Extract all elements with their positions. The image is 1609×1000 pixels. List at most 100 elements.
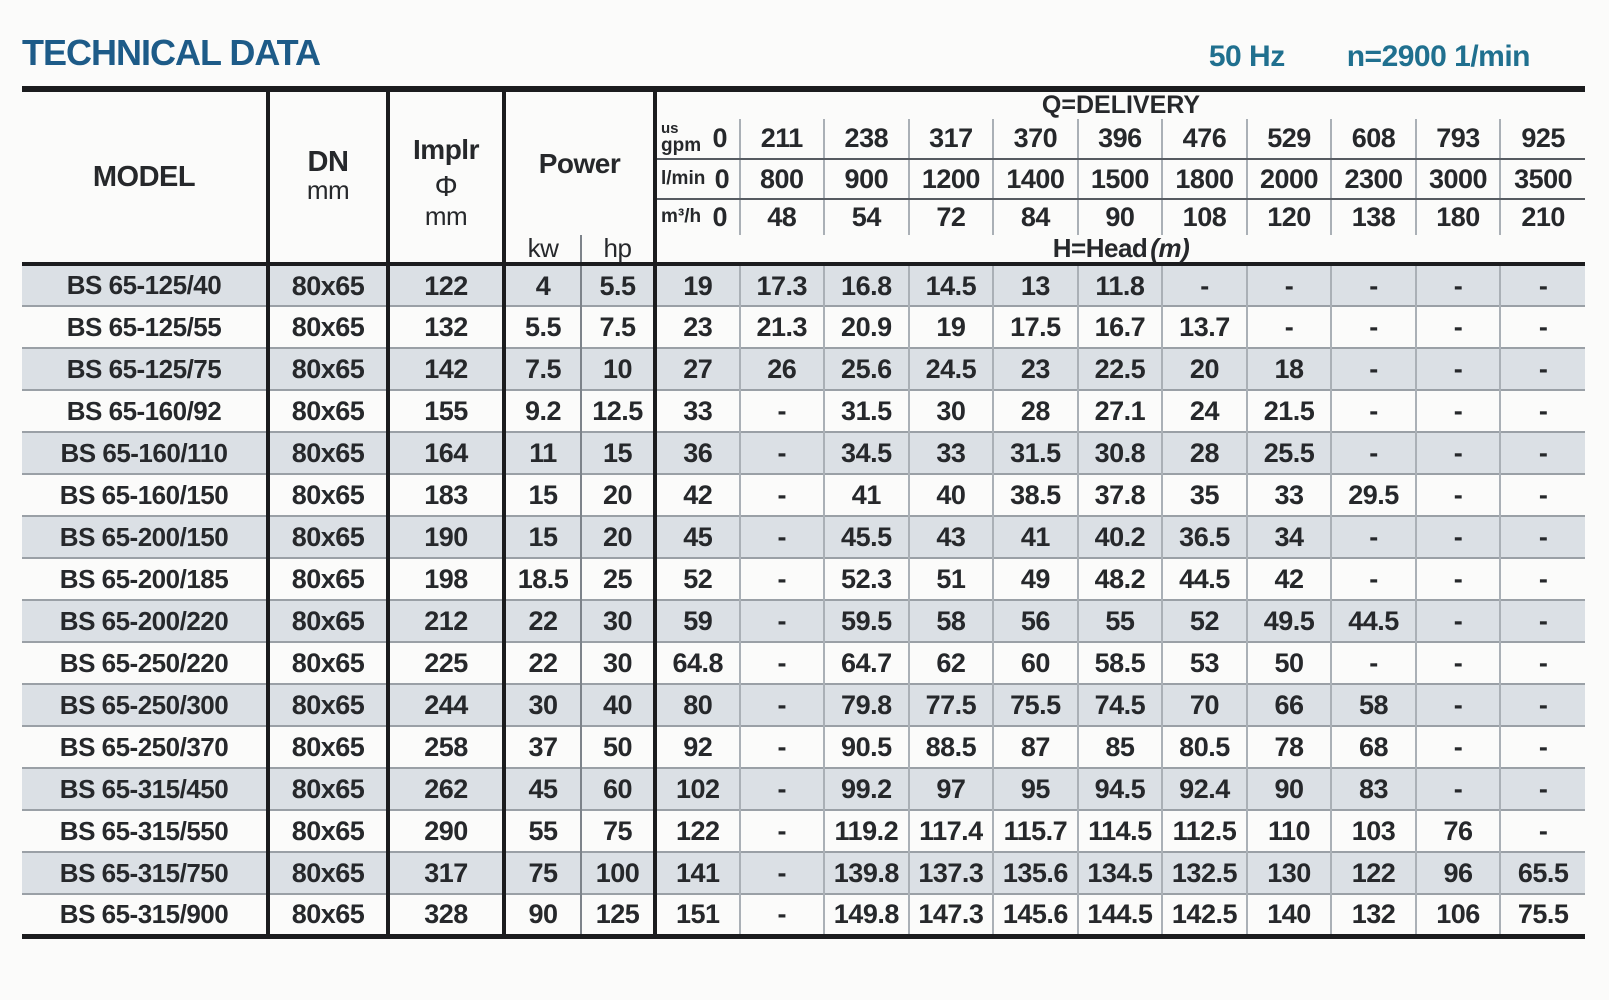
head-value-cell: - bbox=[738, 389, 825, 433]
head-value-cell: - bbox=[738, 851, 825, 895]
delivery-col-header: 84 bbox=[992, 199, 1078, 235]
delivery-col-header: 54 bbox=[823, 199, 909, 235]
head-value-cell: 11.8 bbox=[1076, 263, 1163, 307]
head-value-cell: 87 bbox=[992, 725, 1078, 769]
impeller-diameter-cell: 225 bbox=[386, 641, 504, 685]
head-value-cell: - bbox=[1499, 809, 1585, 853]
head-value-cell: 79.8 bbox=[823, 683, 909, 727]
head-value-cell: 41 bbox=[992, 515, 1078, 559]
delivery-title: Q=DELIVERY bbox=[653, 89, 1585, 119]
power-kw-cell: 37 bbox=[502, 725, 581, 769]
head-value-cell: 19 bbox=[907, 305, 994, 349]
head-value-cell: - bbox=[1330, 431, 1416, 475]
head-value-cell: - bbox=[1499, 767, 1585, 811]
delivery-col-header: 476 bbox=[1161, 119, 1247, 160]
head-value-cell: - bbox=[738, 809, 825, 853]
head-value-cell: 83 bbox=[1330, 767, 1416, 811]
dn-cell: 80x65 bbox=[266, 683, 388, 727]
head-value-cell: - bbox=[738, 557, 825, 601]
impeller-diameter-cell: 142 bbox=[386, 347, 504, 391]
power-hp-cell: 30 bbox=[580, 599, 655, 643]
head-value-cell: 52 bbox=[1161, 599, 1247, 643]
power-kw-cell: 9.2 bbox=[502, 389, 581, 433]
head-value-cell: 130 bbox=[1245, 851, 1332, 895]
dn-label: DN bbox=[307, 145, 349, 178]
head-value-cell: 58 bbox=[907, 599, 994, 643]
delivery-unit-cell: us gpm 0 bbox=[653, 119, 740, 160]
impeller-diameter-cell: 183 bbox=[386, 473, 504, 517]
head-value-cell: 29.5 bbox=[1330, 473, 1416, 517]
head-value-cell: - bbox=[738, 893, 825, 937]
head-value-cell: 13 bbox=[992, 263, 1078, 307]
head-value-cell: - bbox=[1414, 725, 1501, 769]
impeller-column-header: Implr Φ mm bbox=[386, 89, 504, 267]
head-value-cell: 26 bbox=[738, 347, 825, 391]
page-title: TECHNICAL DATA bbox=[22, 32, 321, 73]
delivery-col-header: 317 bbox=[907, 119, 994, 160]
datasheet-page: TECHNICAL DATA 50 Hz n=2900 1/min MODEL … bbox=[22, 32, 1585, 939]
delivery-unit-row-gpm: us gpm 0 211 238 317 370 396 476 529 608 793 925 bbox=[22, 119, 1585, 160]
power-kw-cell: 4 bbox=[502, 263, 581, 307]
head-value-cell: 43 bbox=[907, 515, 994, 559]
head-value-cell: 38.5 bbox=[992, 473, 1078, 517]
model-cell: BS 65-125/40 bbox=[22, 263, 268, 307]
impeller-diameter-cell: 212 bbox=[386, 599, 504, 643]
head-value-cell: 142.5 bbox=[1161, 893, 1247, 937]
power-hp-cell: 40 bbox=[580, 683, 655, 727]
power-kw-cell: 7.5 bbox=[502, 347, 581, 391]
head-value-cell: - bbox=[1330, 263, 1416, 307]
technical-data-table: MODEL DN mm Implr Φ mm bbox=[22, 86, 1585, 939]
head-value-cell: 90 bbox=[1245, 767, 1332, 811]
head-value-cell: 132.5 bbox=[1161, 851, 1247, 895]
power-kw-cell: 5.5 bbox=[502, 305, 581, 349]
delivery-unit-row-lmin: l/min 0 800 900 1200 1400 1500 1800 2000 2300 30… bbox=[22, 159, 1585, 200]
delivery-col-header: 3000 bbox=[1414, 159, 1501, 200]
head-value-cell: 58.5 bbox=[1076, 641, 1163, 685]
head-value-cell: 19 bbox=[653, 263, 740, 307]
head-value-cell: 80.5 bbox=[1161, 725, 1247, 769]
head-value-cell: - bbox=[1414, 347, 1501, 391]
table-row: BS 65-200/150 80x65 190 15 20 45-45.5 43 41 40.2… bbox=[22, 515, 1585, 559]
head-value-cell: - bbox=[1330, 557, 1416, 601]
model-cell: BS 65-160/150 bbox=[22, 473, 268, 517]
power-hp-cell: 15 bbox=[580, 431, 655, 475]
delivery-unit-cell: l/min 0 bbox=[653, 159, 740, 200]
head-value-cell: 49 bbox=[992, 557, 1078, 601]
head-value-cell: - bbox=[1414, 473, 1501, 517]
dn-cell: 80x65 bbox=[266, 263, 388, 307]
power-hp-cell: 5.5 bbox=[580, 263, 655, 307]
head-value-cell: 134.5 bbox=[1076, 851, 1163, 895]
head-value-cell: 102 bbox=[653, 767, 740, 811]
head-value-cell: 45 bbox=[653, 515, 740, 559]
head-value-cell: 25.5 bbox=[1245, 431, 1332, 475]
head-value-cell: 115.7 bbox=[992, 809, 1078, 853]
head-value-cell: 95 bbox=[992, 767, 1078, 811]
head-value-cell: - bbox=[738, 725, 825, 769]
impeller-diameter-cell: 198 bbox=[386, 557, 504, 601]
power-kw-cell: 90 bbox=[502, 893, 581, 937]
head-value-cell: 110 bbox=[1245, 809, 1332, 853]
head-value-cell: - bbox=[1499, 683, 1585, 727]
power-kw-cell: 15 bbox=[502, 473, 581, 517]
head-value-cell: 75.5 bbox=[992, 683, 1078, 727]
head-value-cell: - bbox=[1414, 641, 1501, 685]
head-value-cell: - bbox=[1414, 557, 1501, 601]
head-value-cell: 149.8 bbox=[823, 893, 909, 937]
head-value-cell: 24 bbox=[1161, 389, 1247, 433]
head-value-cell: 147.3 bbox=[907, 893, 994, 937]
dn-cell: 80x65 bbox=[266, 641, 388, 685]
head-unit: (m) bbox=[1150, 233, 1190, 263]
head-value-cell: 20.9 bbox=[823, 305, 909, 349]
delivery-col-header: 1800 bbox=[1161, 159, 1247, 200]
delivery-col-header: 48 bbox=[738, 199, 825, 235]
head-value-cell: 117.4 bbox=[907, 809, 994, 853]
table-row: BS 65-250/370 80x65 258 37 50 92-90.5 88.5 87 85… bbox=[22, 725, 1585, 769]
gpm-unit-label: us gpm bbox=[661, 120, 702, 156]
head-value-cell: 140 bbox=[1245, 893, 1332, 937]
head-value-cell: - bbox=[1499, 305, 1585, 349]
head-value-cell: - bbox=[1161, 263, 1247, 307]
head-value-cell: 51 bbox=[907, 557, 994, 601]
head-value-cell: 60 bbox=[992, 641, 1078, 685]
head-value-cell: 48.2 bbox=[1076, 557, 1163, 601]
delivery-col-header: 608 bbox=[1330, 119, 1416, 160]
